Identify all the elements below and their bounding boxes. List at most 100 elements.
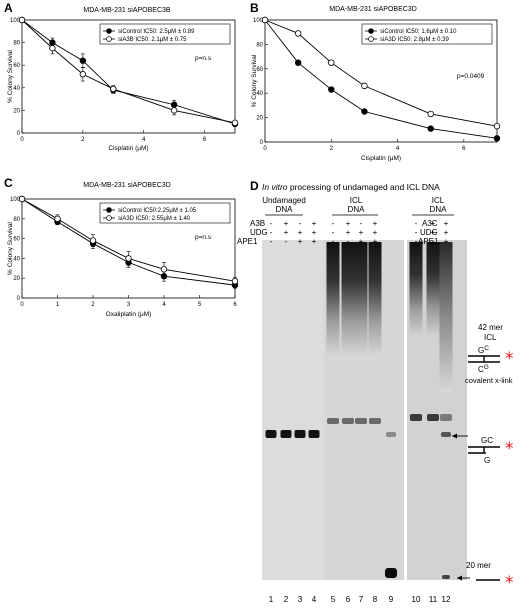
chart-a-legend-label: siControl IC50: 2.5μM ± 0.89	[118, 29, 195, 35]
chart-b-point	[294, 59, 302, 66]
gel-title: In vitro processing of undamaged and ICL…	[262, 182, 440, 192]
chart-b-xlabel: Cisplatin (μM)	[361, 155, 401, 162]
chart-c-ytick-label: 80	[13, 217, 20, 223]
chart-a-ylabel: % Colony Survival	[7, 50, 14, 103]
gel-smear-icl	[326, 242, 340, 354]
lane-number: 9	[389, 595, 394, 604]
row-label-ape1-left: APE1	[237, 237, 258, 246]
annot-20mer: 20 mer	[466, 561, 491, 570]
gel-sign-icl_left: +	[373, 237, 378, 246]
chart-a-pvalue: p=n.s	[195, 55, 212, 62]
annot-covalent: covalent x-link	[465, 376, 513, 385]
annot-c-bottom-letter: C	[478, 365, 484, 374]
chart-a-ytick-label: 0	[17, 131, 21, 137]
lane-number: 11	[429, 595, 438, 604]
gel-band-faint	[355, 418, 367, 424]
gel-lanes	[265, 242, 453, 579]
gel-title-italic: In vitro	[262, 182, 288, 192]
chart-a-ytick-label: 20	[13, 108, 20, 114]
gel-smear-icl	[439, 242, 453, 392]
chart-b-series-0-line	[264, 19, 498, 139]
gel-band-faint	[327, 418, 339, 424]
row-label-a3b: A3B	[250, 219, 265, 228]
chart-a-series-0-line	[21, 19, 236, 125]
chart-a-xlabel: Cisplatin (μM)	[108, 145, 148, 152]
group-label-icl-right-1: ICL	[432, 196, 445, 205]
chart-b-legend-marker	[368, 36, 374, 42]
chart-a-legend-label: siA3B IC50: 2.1μM ± 0.75	[118, 37, 187, 43]
chart-c-xtick-label: 5	[198, 302, 202, 308]
chart-b-xtick-label: 0	[263, 146, 267, 152]
chart-a-xtick-label: 0	[20, 137, 24, 143]
chart-b-ytick-label: 20	[256, 116, 263, 122]
chart-a-xtick-label: 4	[142, 137, 146, 143]
gel-sign-icl_left: -	[332, 228, 335, 237]
gel-sign-icl_left: -	[332, 237, 335, 246]
annot-g-mid: G	[484, 456, 490, 465]
gel-band-mid	[410, 414, 422, 421]
annot-g-bottom-sup: G	[484, 364, 489, 371]
chart-a-point	[49, 45, 56, 52]
lane-number: 5	[331, 595, 336, 604]
gel-smear-icl	[368, 242, 382, 354]
panel-c-letter: C	[4, 176, 13, 190]
chart-c-legend	[99, 202, 231, 224]
chart-c-ylabel: % Colony Survival	[7, 222, 14, 275]
chart-c-point	[89, 237, 97, 244]
gel-sign-icl_left: -	[347, 237, 350, 246]
gel-sign-undamaged: -	[270, 237, 273, 246]
chart-a: 0 20 40 60 80 100 0 2 4 6 Cisplatin (μM) % Colony S…	[7, 16, 239, 152]
chart-b-point	[294, 30, 302, 37]
chart-b-xtick-label: 6	[462, 146, 466, 152]
chart-b-xtick-label: 2	[330, 146, 334, 152]
gel-sign-icl_left: +	[346, 219, 351, 228]
gel-sign-icl_right: -	[415, 237, 418, 246]
chart-a-point	[110, 85, 117, 93]
gel-sign-icl_right: +	[444, 228, 449, 237]
chart-c-xtick-label: 3	[127, 302, 131, 308]
chart-c-ytick-label: 60	[13, 237, 20, 243]
incised-product-diagram: GC G *	[468, 436, 514, 465]
chart-a-legend-marker	[106, 36, 112, 42]
chart-b-legend	[361, 23, 493, 45]
chart-b: 0 20 40 60 80 100 0 2 4 6 Cisplatin (μM) % Colony S…	[251, 16, 501, 162]
chart-b-ytick-label: 40	[256, 91, 263, 97]
row-label-a3c: A3C	[422, 219, 438, 228]
chart-a-legend-marker	[106, 28, 112, 34]
chart-a-frame	[21, 19, 236, 134]
lane-number: 3	[298, 595, 303, 604]
chart-a-point	[79, 71, 87, 78]
gel-sign-icl_right: +	[444, 237, 449, 246]
chart-b-point	[328, 86, 335, 93]
chart-b-ytick-label: 100	[253, 18, 264, 24]
chart-b-title: MDA-MB-231 siAPOBEC3D	[329, 6, 417, 13]
gel-sign-undamaged: +	[312, 219, 317, 228]
panel-b-letter: B	[250, 1, 259, 15]
annot-c-bottom: CG	[478, 364, 489, 374]
chart-c-title: MDA-MB-231 siAPOBEC3D	[83, 182, 171, 189]
chart-a-title: MDA-MB-231 siAPOBEC3B	[83, 7, 170, 14]
group-label-icl-right-2: DNA	[430, 205, 448, 214]
gel-sign-icl_left: +	[359, 228, 364, 237]
asterisk-icl-icon: *	[505, 349, 514, 369]
chart-c-point	[54, 215, 61, 222]
chart-c-ytick-label: 100	[10, 197, 21, 203]
group-label-undamaged-1: Undamaged	[262, 196, 306, 205]
gel-sign-undamaged: -	[299, 219, 302, 228]
gel-sign-undamaged: -	[270, 228, 273, 237]
chart-b-ytick-label: 0	[260, 140, 264, 146]
gel-sign-grid: - + - +- + + +- - + +- + - +- + + +- - + +- + +- + +- - +	[270, 219, 449, 246]
gel-band-faint	[342, 418, 354, 424]
lane-number: 8	[373, 595, 378, 604]
chart-c-point	[231, 277, 239, 285]
arrow-bottom-icon	[457, 575, 470, 581]
chart-a-xtick-label: 6	[203, 137, 207, 143]
gel-sign-icl_left: -	[332, 219, 335, 228]
asterisk-mid-icon: *	[505, 439, 514, 459]
chart-a-series-1-line	[21, 19, 236, 124]
gel-sign-undamaged: -	[285, 237, 288, 246]
panel-a-letter: A	[4, 1, 13, 15]
chart-c-xtick-label: 1	[56, 302, 60, 308]
chart-a-xtick-label: 2	[81, 137, 85, 143]
